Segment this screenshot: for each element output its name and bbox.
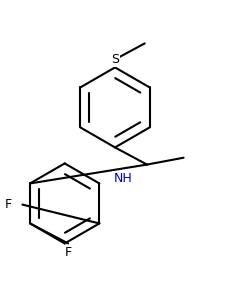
- Text: F: F: [64, 246, 71, 259]
- Text: F: F: [5, 198, 12, 211]
- Text: NH: NH: [113, 172, 132, 185]
- Text: S: S: [111, 53, 118, 66]
